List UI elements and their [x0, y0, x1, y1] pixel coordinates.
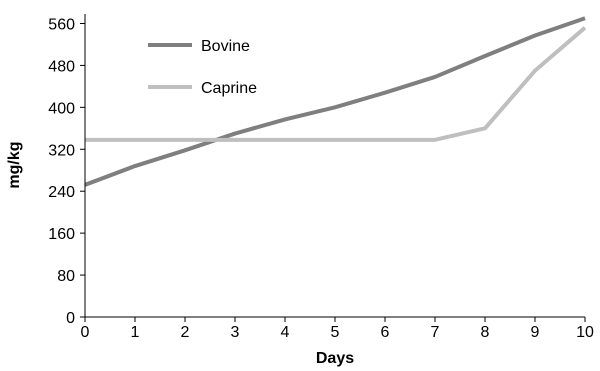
y-tick-label: 80: [57, 268, 75, 285]
x-tick-label: 8: [481, 324, 490, 341]
legend: Bovine Caprine: [148, 38, 257, 97]
y-tick-label: 480: [48, 58, 75, 75]
y-tick-label: 400: [48, 100, 75, 117]
x-tick-label: 3: [231, 324, 240, 341]
x-tick-label: 6: [381, 324, 390, 341]
x-tick-label: 5: [331, 324, 340, 341]
x-tick-label: 10: [576, 324, 594, 341]
series-layer: [84, 16, 587, 187]
x-tick-label: 2: [181, 324, 190, 341]
x-tick-label: 1: [131, 324, 140, 341]
series-line-bovine: [84, 16, 586, 187]
x-tick-label: 9: [531, 324, 540, 341]
series-line-caprine: [85, 26, 587, 142]
y-tick-label: 160: [48, 226, 75, 243]
y-tick-label: 240: [48, 184, 75, 201]
legend-label-caprine: Caprine: [201, 80, 257, 97]
y-tick-label: 560: [48, 16, 75, 33]
x-tick-label: 0: [81, 324, 90, 341]
x-tick-label: 4: [281, 324, 290, 341]
x-axis-title: Days: [316, 350, 354, 367]
legend-label-bovine: Bovine: [201, 38, 250, 55]
y-axis-title: mg/kg: [6, 141, 23, 188]
y-tick-label: 320: [48, 142, 75, 159]
x-tick-group: 0 1 2 3 4 5 6 7 8 9 10: [81, 317, 594, 341]
y-tick-label: 0: [66, 310, 75, 327]
x-tick-label: 7: [431, 324, 440, 341]
y-tick-group: 0 80 160 240 320 400 480 560: [48, 16, 85, 327]
